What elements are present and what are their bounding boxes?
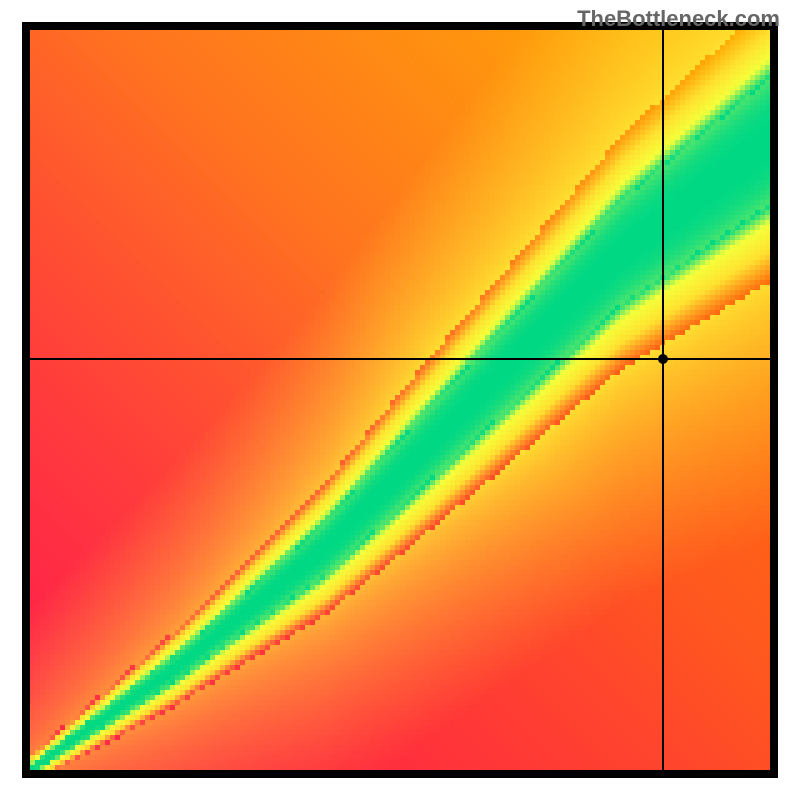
crosshair-vertical bbox=[662, 30, 664, 770]
chart-container: TheBottleneck.com bbox=[0, 0, 800, 800]
plot-border-left bbox=[22, 22, 30, 778]
plot-border-right bbox=[770, 22, 778, 778]
plot-border-bottom bbox=[22, 770, 778, 778]
watermark-text: TheBottleneck.com bbox=[577, 6, 780, 32]
bottleneck-heatmap bbox=[30, 30, 770, 770]
marker-dot bbox=[658, 354, 668, 364]
